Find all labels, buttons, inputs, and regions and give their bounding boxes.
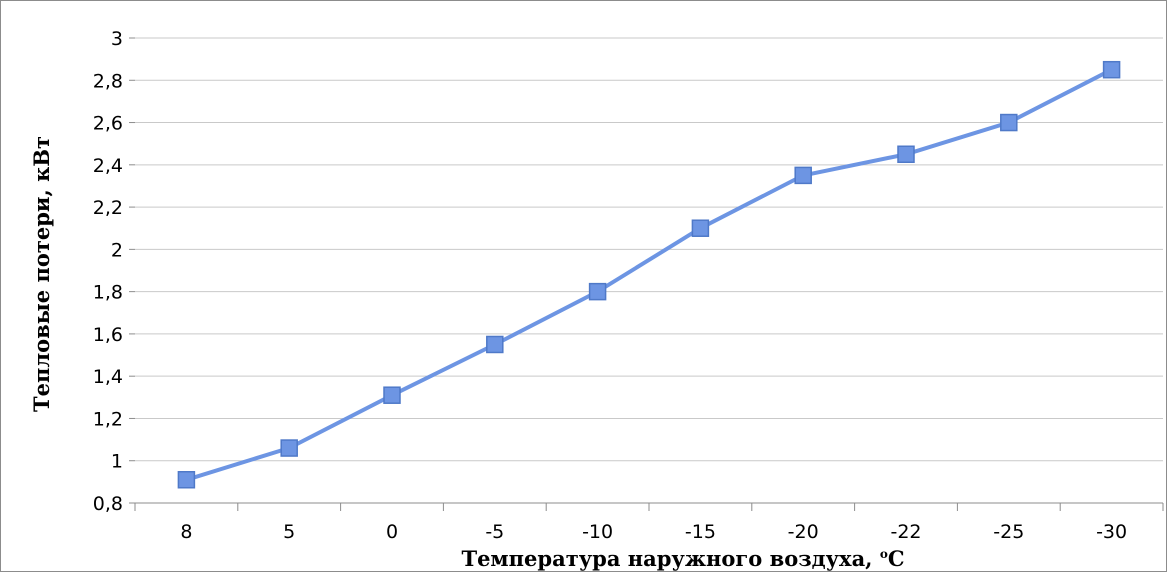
y-tick-label: 1,6 (93, 324, 123, 346)
y-tick-labels: 0,8 1 1,2 1,4 1,6 1,8 2 2,2 2,4 2,6 2,8 3 (93, 28, 123, 515)
x-axis-title: Температура наружного воздуха, oC (461, 546, 904, 571)
data-point-marker (1000, 113, 1018, 132)
data-point-marker (691, 219, 710, 237)
series-line (184, 67, 1114, 482)
data-point-marker (280, 439, 298, 457)
y-tick-label: 2 (111, 239, 123, 261)
data-point-marker (177, 471, 196, 489)
data-point-marker (383, 386, 401, 404)
y-tick-label: 1,8 (93, 282, 123, 304)
x-axis (134, 503, 1164, 511)
x-tick-label: 5 (283, 521, 295, 543)
x-tick-label: -5 (485, 521, 504, 543)
y-tick-label: 3 (111, 28, 123, 50)
x-tick-label: -30 (1096, 521, 1127, 543)
x-axis-title-degree: o (880, 547, 888, 561)
data-point-marker (588, 282, 607, 301)
data-point-marker (486, 335, 504, 354)
y-tick-label: 0,8 (93, 493, 123, 515)
x-tick-label: -25 (993, 521, 1024, 543)
x-tick-label: -15 (685, 521, 716, 543)
y-tick-label: 1,4 (93, 366, 123, 388)
y-tick-label: 1 (111, 451, 123, 473)
x-tick-labels: 8 5 0 -5 -10 -15 -20 -22 -25 -30 (180, 521, 1127, 543)
gridlines (129, 37, 1163, 504)
data-point-marker (794, 166, 812, 185)
y-tick-label: 1,2 (93, 408, 123, 430)
data-point-marker (897, 145, 915, 163)
y-axis-title: Тепловые потери, кВт (29, 136, 54, 412)
data-markers (177, 60, 1121, 489)
y-tick-label: 2,4 (93, 155, 123, 177)
x-tick-label: 0 (386, 521, 398, 543)
x-tick-label: -22 (890, 521, 921, 543)
y-tick-label: 2,2 (93, 197, 123, 219)
x-tick-label: -10 (582, 521, 613, 543)
series-polyline (184, 67, 1114, 482)
x-tick-label: -20 (788, 521, 819, 543)
x-axis-title-text: Температура наружного воздуха, (461, 546, 879, 571)
x-axis-title-unit: C (888, 546, 905, 571)
y-tick-label: 2,8 (93, 70, 123, 92)
y-tick-label: 2,6 (93, 113, 123, 135)
x-tick-label: 8 (180, 521, 192, 543)
data-point-marker (1102, 60, 1121, 79)
